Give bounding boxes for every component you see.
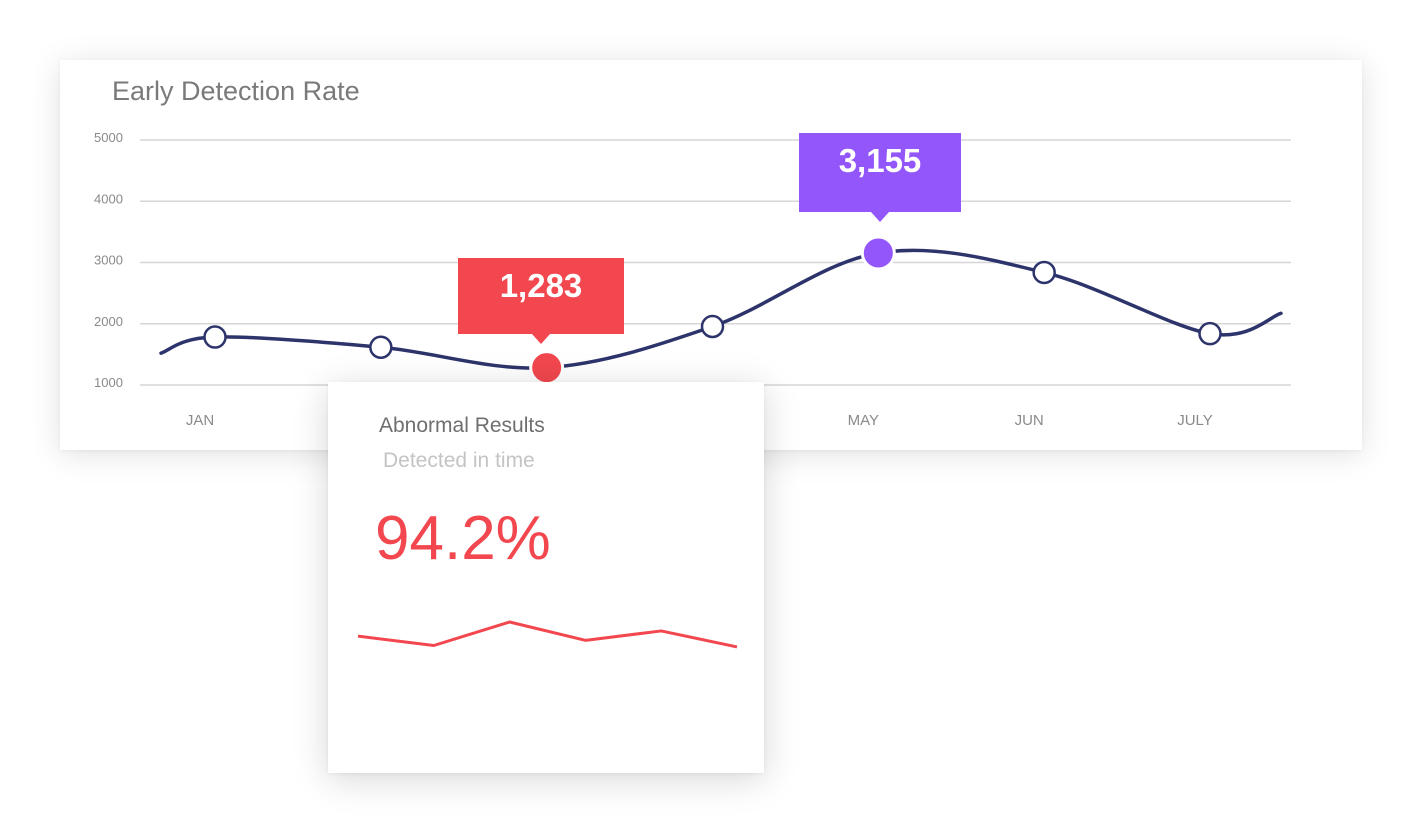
- y-tick-label: 3000: [94, 253, 123, 268]
- data-point: [369, 335, 393, 360]
- tooltip-high-value: 3,155: [799, 133, 961, 222]
- y-tick-label: 1000: [94, 375, 123, 390]
- x-tick-label: JUN: [1015, 412, 1044, 429]
- early-detection-line-chart: 5000 4000 3000 2000 1000 JAN MAY JUN JULY: [94, 130, 1291, 429]
- y-tick-label: 4000: [94, 191, 123, 206]
- x-tick-label: JAN: [186, 412, 214, 429]
- chart-title: Early Detection Rate: [112, 76, 360, 106]
- y-tick-label: 2000: [94, 314, 123, 329]
- abnormal-results-sparkline: [357, 620, 738, 649]
- stat-subtitle: Detected in time: [383, 449, 535, 472]
- tooltip-low-arrow: [532, 334, 550, 344]
- stat-value: 94.2%: [375, 504, 551, 573]
- x-tick-label: MAY: [848, 412, 879, 429]
- abnormal-results-card: Abnormal Results Detected in time 94.2%: [328, 382, 764, 773]
- tooltip-low-label: 1,283: [499, 267, 583, 304]
- x-tick-label: JULY: [1177, 412, 1213, 429]
- tooltip-low-value: 1,283: [458, 258, 624, 344]
- highlight-point: [529, 350, 565, 386]
- stat-title: Abnormal Results: [379, 414, 545, 437]
- data-point: [203, 325, 227, 349]
- highlight-point: [860, 235, 896, 271]
- sparkline-series: [357, 620, 738, 649]
- data-point: [1198, 321, 1222, 346]
- data-point: [700, 314, 725, 339]
- tooltip-high-arrow: [871, 212, 889, 222]
- series-line: [159, 248, 1283, 370]
- data-point: [1032, 260, 1056, 285]
- y-tick-label: 5000: [94, 130, 123, 145]
- tooltip-high-label: 3,155: [838, 142, 922, 179]
